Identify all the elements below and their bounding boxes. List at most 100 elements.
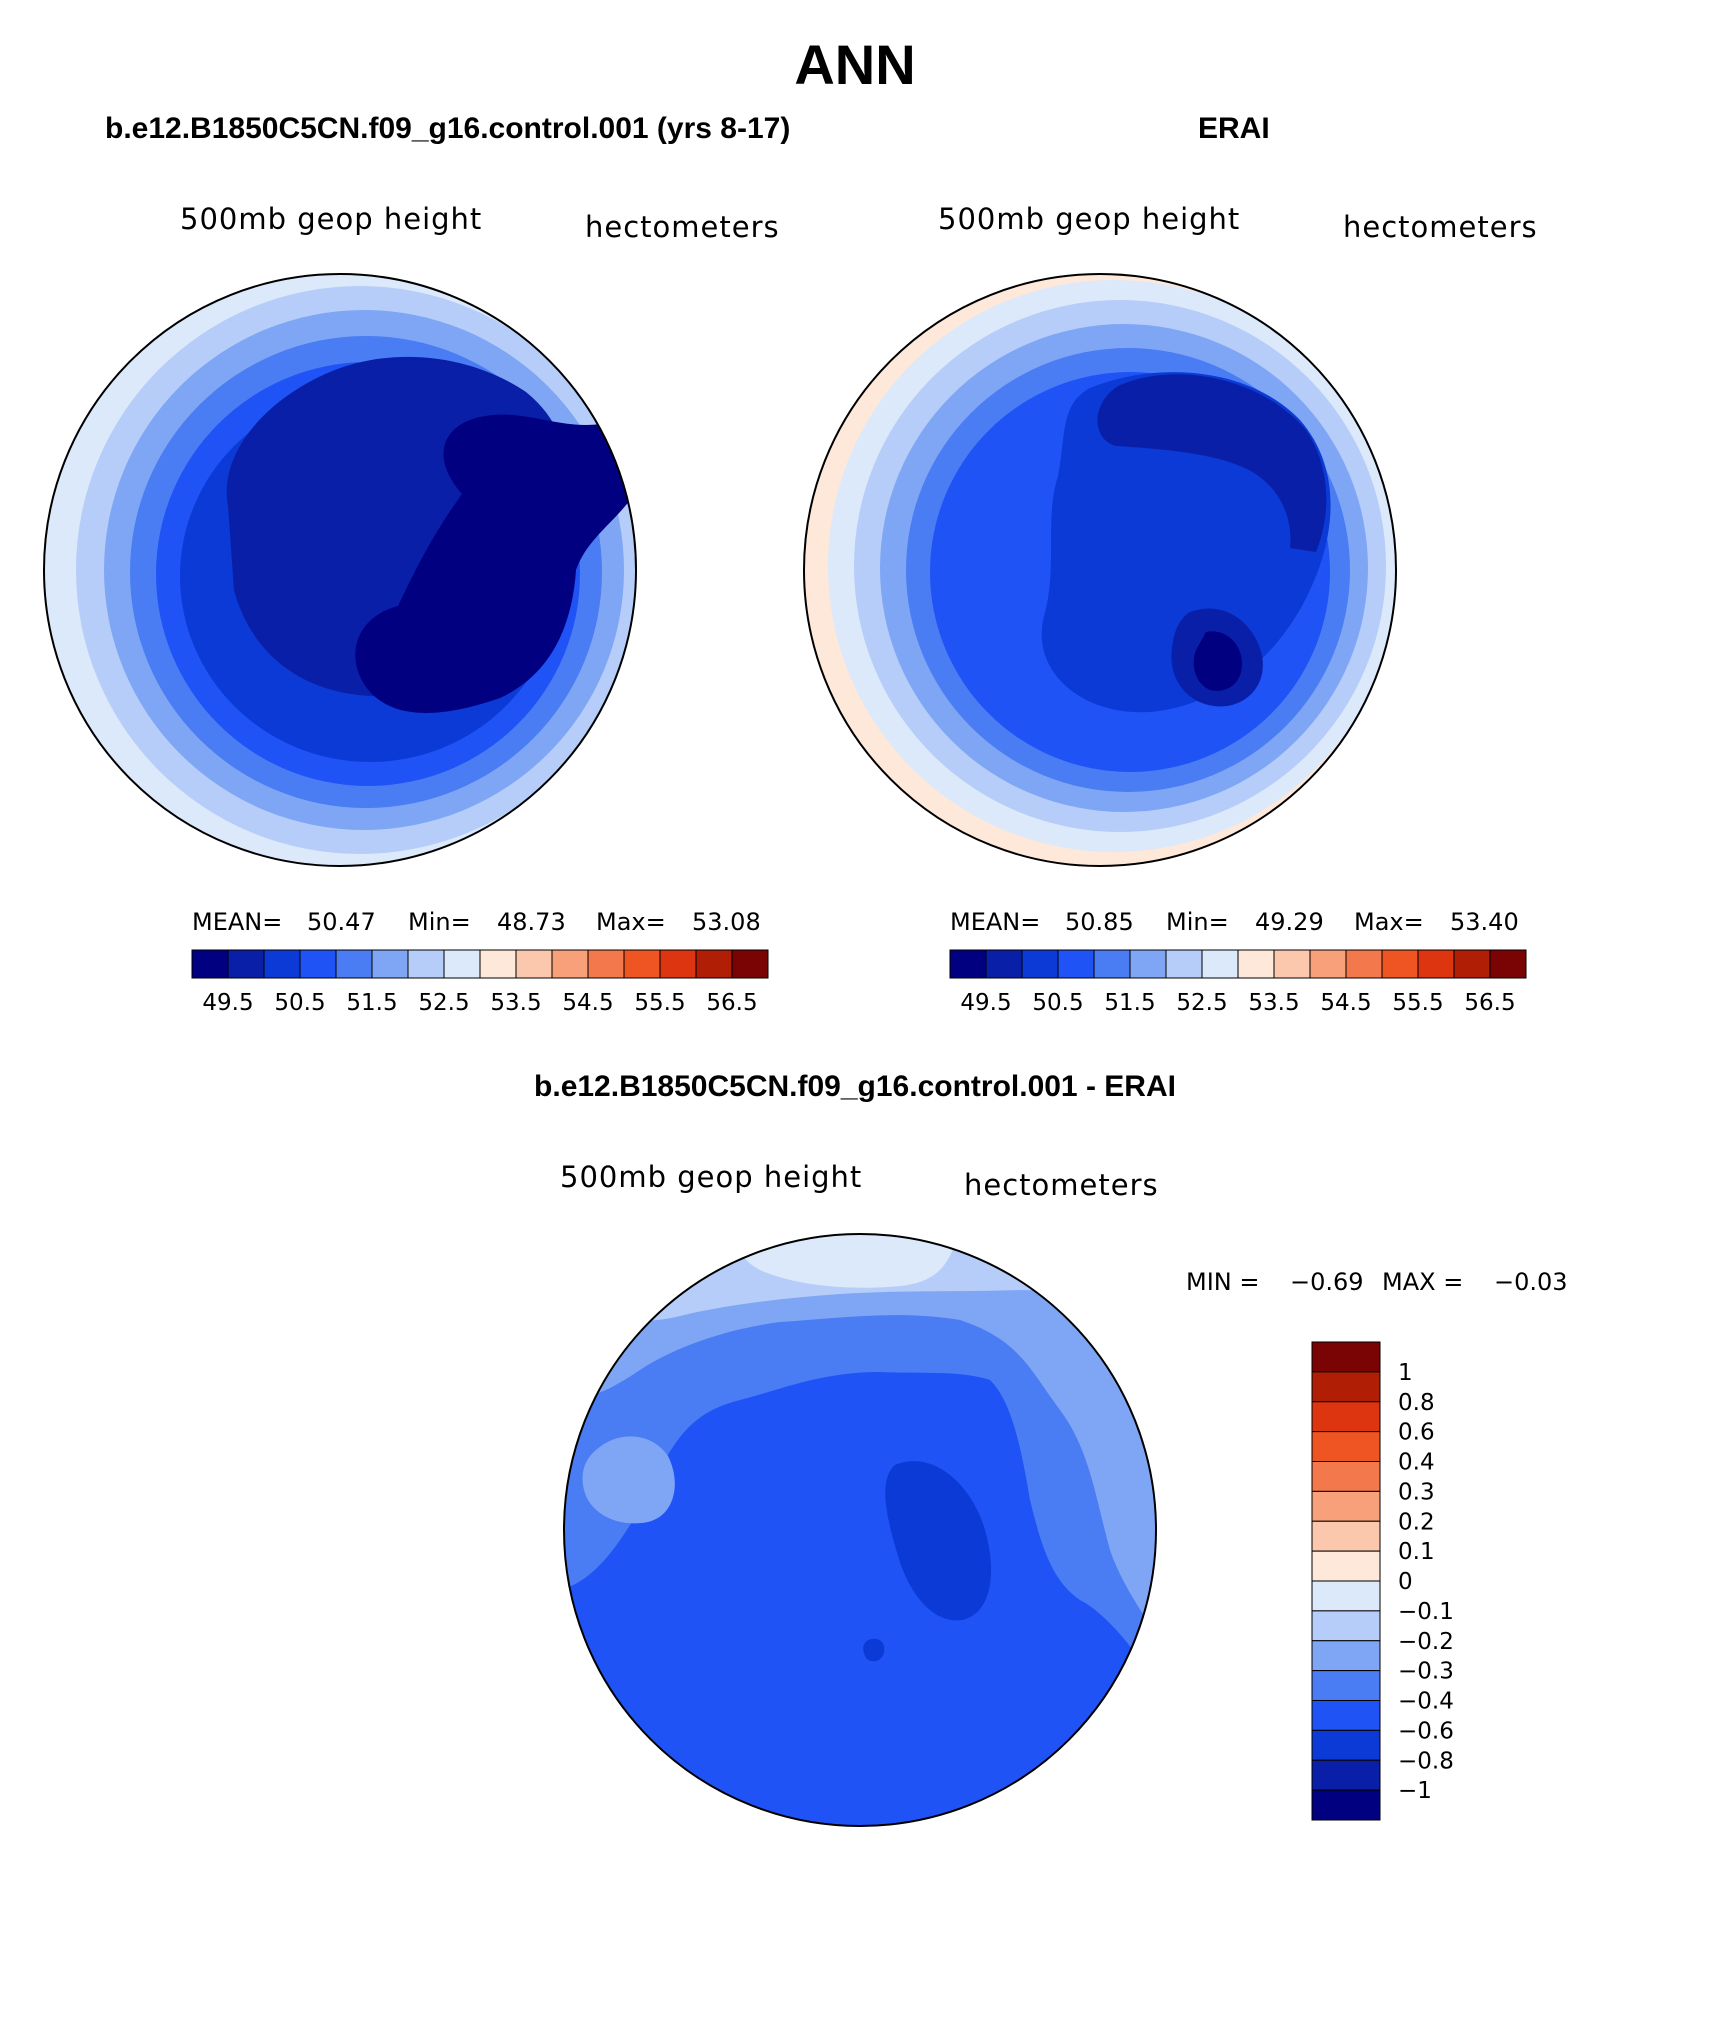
difference-field-label: 500mb geop height bbox=[560, 1160, 863, 1194]
difference-colorbar-tick-label: 0.4 bbox=[1398, 1450, 1435, 1476]
obs-max-value: 53.40 bbox=[1450, 908, 1519, 936]
obs-colorbar-tick-label: 54.5 bbox=[1320, 990, 1371, 1016]
difference-colorbar-tick-label: 0.1 bbox=[1398, 1539, 1435, 1565]
model-colorbar-tick-label: 54.5 bbox=[562, 990, 613, 1016]
obs-colorbar-swatch bbox=[1417, 949, 1455, 979]
difference-max-value: −0.03 bbox=[1494, 1268, 1568, 1296]
obs-colorbar-tick-label: 52.5 bbox=[1176, 990, 1227, 1016]
model-colorbar-swatch bbox=[623, 949, 661, 979]
obs-map-border bbox=[803, 273, 1397, 867]
obs-colorbar-tick-label: 51.5 bbox=[1104, 990, 1155, 1016]
difference-colorbar-swatch bbox=[1311, 1461, 1381, 1492]
difference-colorbar-tick-label: −0.4 bbox=[1398, 1689, 1454, 1715]
obs-min-label: Min= bbox=[1166, 908, 1229, 936]
difference-colorbar-tick-label: −0.8 bbox=[1398, 1748, 1454, 1774]
model-units-label: hectometers bbox=[585, 210, 780, 244]
obs-panel-title: ERAI bbox=[1198, 112, 1270, 145]
difference-colorbar-tick-label: −0.2 bbox=[1398, 1629, 1454, 1655]
obs-colorbar-swatch bbox=[1309, 949, 1347, 979]
difference-colorbar-tick-label: −1 bbox=[1398, 1778, 1432, 1804]
model-colorbar-tick-label: 55.5 bbox=[634, 990, 685, 1016]
model-max-value: 53.08 bbox=[692, 908, 761, 936]
model-colorbar-swatch bbox=[371, 949, 409, 979]
obs-colorbar-swatch bbox=[1453, 949, 1491, 979]
difference-colorbar-swatch bbox=[1311, 1371, 1381, 1403]
obs-colorbar-swatch bbox=[1381, 949, 1419, 979]
difference-weddell-patch bbox=[582, 1436, 675, 1524]
obs-field-label: 500mb geop height bbox=[938, 202, 1241, 236]
model-panel-title: b.e12.B1850C5CN.f09_g16.control.001 (yrs… bbox=[105, 112, 791, 145]
difference-colorbar-tick-label: −0.6 bbox=[1398, 1718, 1454, 1744]
model-colorbar-swatch bbox=[731, 949, 769, 979]
model-colorbar-swatch bbox=[659, 949, 697, 979]
obs-colorbar-swatch bbox=[949, 949, 987, 979]
obs-colorbar-tick-label: 55.5 bbox=[1392, 990, 1443, 1016]
difference-colorbar-tick-label: −0.3 bbox=[1398, 1659, 1454, 1685]
obs-colorbar-swatch bbox=[1489, 949, 1527, 979]
model-colorbar-tick-label: 51.5 bbox=[346, 990, 397, 1016]
difference-colorbar-swatch bbox=[1311, 1789, 1381, 1821]
difference-colorbar-tick-label: 0.8 bbox=[1398, 1390, 1435, 1416]
obs-mean-label: MEAN= bbox=[950, 908, 1041, 936]
model-min-value: 48.73 bbox=[497, 908, 566, 936]
obs-colorbar-swatch bbox=[1021, 949, 1059, 979]
difference-colorbar-tick-label: 0.3 bbox=[1398, 1479, 1435, 1505]
difference-colorbar-swatch bbox=[1311, 1490, 1381, 1522]
model-colorbar-swatch bbox=[515, 949, 553, 979]
model-colorbar: 49.5 50.5 51.5 52.5 53.5 54.5 55.5 56.5 bbox=[191, 949, 769, 1016]
obs-colorbar-swatch bbox=[1165, 949, 1203, 979]
difference-colorbar-swatch bbox=[1311, 1700, 1381, 1731]
difference-min-value: −0.69 bbox=[1290, 1268, 1364, 1296]
figure-title: ANN bbox=[794, 33, 916, 96]
model-min-label: Min= bbox=[408, 908, 471, 936]
difference-panel-title: b.e12.B1850C5CN.f09_g16.control.001 - ER… bbox=[534, 1070, 1176, 1103]
difference-colorbar-tick-label: 0.2 bbox=[1398, 1509, 1435, 1535]
model-colorbar-swatch bbox=[479, 949, 517, 979]
difference-colorbar-tick-label: −0.1 bbox=[1398, 1599, 1454, 1625]
difference-band-minus0.1 bbox=[738, 1234, 960, 1288]
difference-colorbar-tick-label: 0.6 bbox=[1398, 1420, 1435, 1446]
model-mean-label: MEAN= bbox=[192, 908, 283, 936]
difference-map-border bbox=[563, 1233, 1157, 1827]
model-colorbar-tick-label: 50.5 bbox=[274, 990, 325, 1016]
model-colorbar-swatch bbox=[191, 949, 229, 979]
model-mean-value: 50.47 bbox=[307, 908, 376, 936]
difference-colorbar-swatch bbox=[1311, 1610, 1381, 1642]
difference-colorbar-swatch bbox=[1311, 1670, 1381, 1701]
obs-band-49 bbox=[1193, 631, 1242, 691]
difference-colorbar-swatch bbox=[1311, 1640, 1381, 1672]
obs-colorbar-swatch bbox=[1093, 949, 1131, 979]
model-colorbar-swatch bbox=[263, 949, 301, 979]
obs-colorbar-swatch bbox=[1201, 949, 1239, 979]
difference-band-minus0.3 bbox=[564, 1234, 1156, 1640]
obs-colorbar-swatch bbox=[1273, 949, 1311, 979]
difference-colorbar-swatch bbox=[1311, 1401, 1381, 1433]
difference-map bbox=[564, 1234, 1156, 1826]
model-colorbar-tick-label: 49.5 bbox=[202, 990, 253, 1016]
difference-min-label: MIN = bbox=[1186, 1268, 1260, 1296]
model-colorbar-tick-label: 52.5 bbox=[418, 990, 469, 1016]
model-field-label: 500mb geop height bbox=[180, 202, 483, 236]
model-colorbar-swatch bbox=[587, 949, 625, 979]
model-colorbar-swatch bbox=[227, 949, 265, 979]
obs-colorbar-tick-label: 56.5 bbox=[1464, 990, 1515, 1016]
obs-min-value: 49.29 bbox=[1255, 908, 1324, 936]
difference-colorbar-swatch bbox=[1311, 1520, 1381, 1552]
difference-colorbar-swatch bbox=[1311, 1759, 1381, 1791]
difference-max-label: MAX = bbox=[1382, 1268, 1464, 1296]
difference-colorbar-swatch bbox=[1311, 1341, 1381, 1373]
difference-colorbar-swatch bbox=[1311, 1580, 1381, 1612]
obs-colorbar-swatch bbox=[1057, 949, 1095, 979]
model-colorbar-swatch bbox=[299, 949, 337, 979]
obs-colorbar-tick-label: 53.5 bbox=[1248, 990, 1299, 1016]
obs-colorbar-tick-label: 50.5 bbox=[1032, 990, 1083, 1016]
model-map-border bbox=[43, 273, 637, 867]
obs-map bbox=[804, 274, 1396, 866]
obs-max-label: Max= bbox=[1354, 908, 1424, 936]
model-colorbar-swatch bbox=[407, 949, 445, 979]
model-colorbar-tick-label: 56.5 bbox=[706, 990, 757, 1016]
model-max-label: Max= bbox=[596, 908, 666, 936]
model-map bbox=[44, 274, 636, 866]
difference-colorbar-swatch bbox=[1311, 1729, 1381, 1761]
difference-colorbar-tick-label: 0 bbox=[1398, 1569, 1413, 1595]
